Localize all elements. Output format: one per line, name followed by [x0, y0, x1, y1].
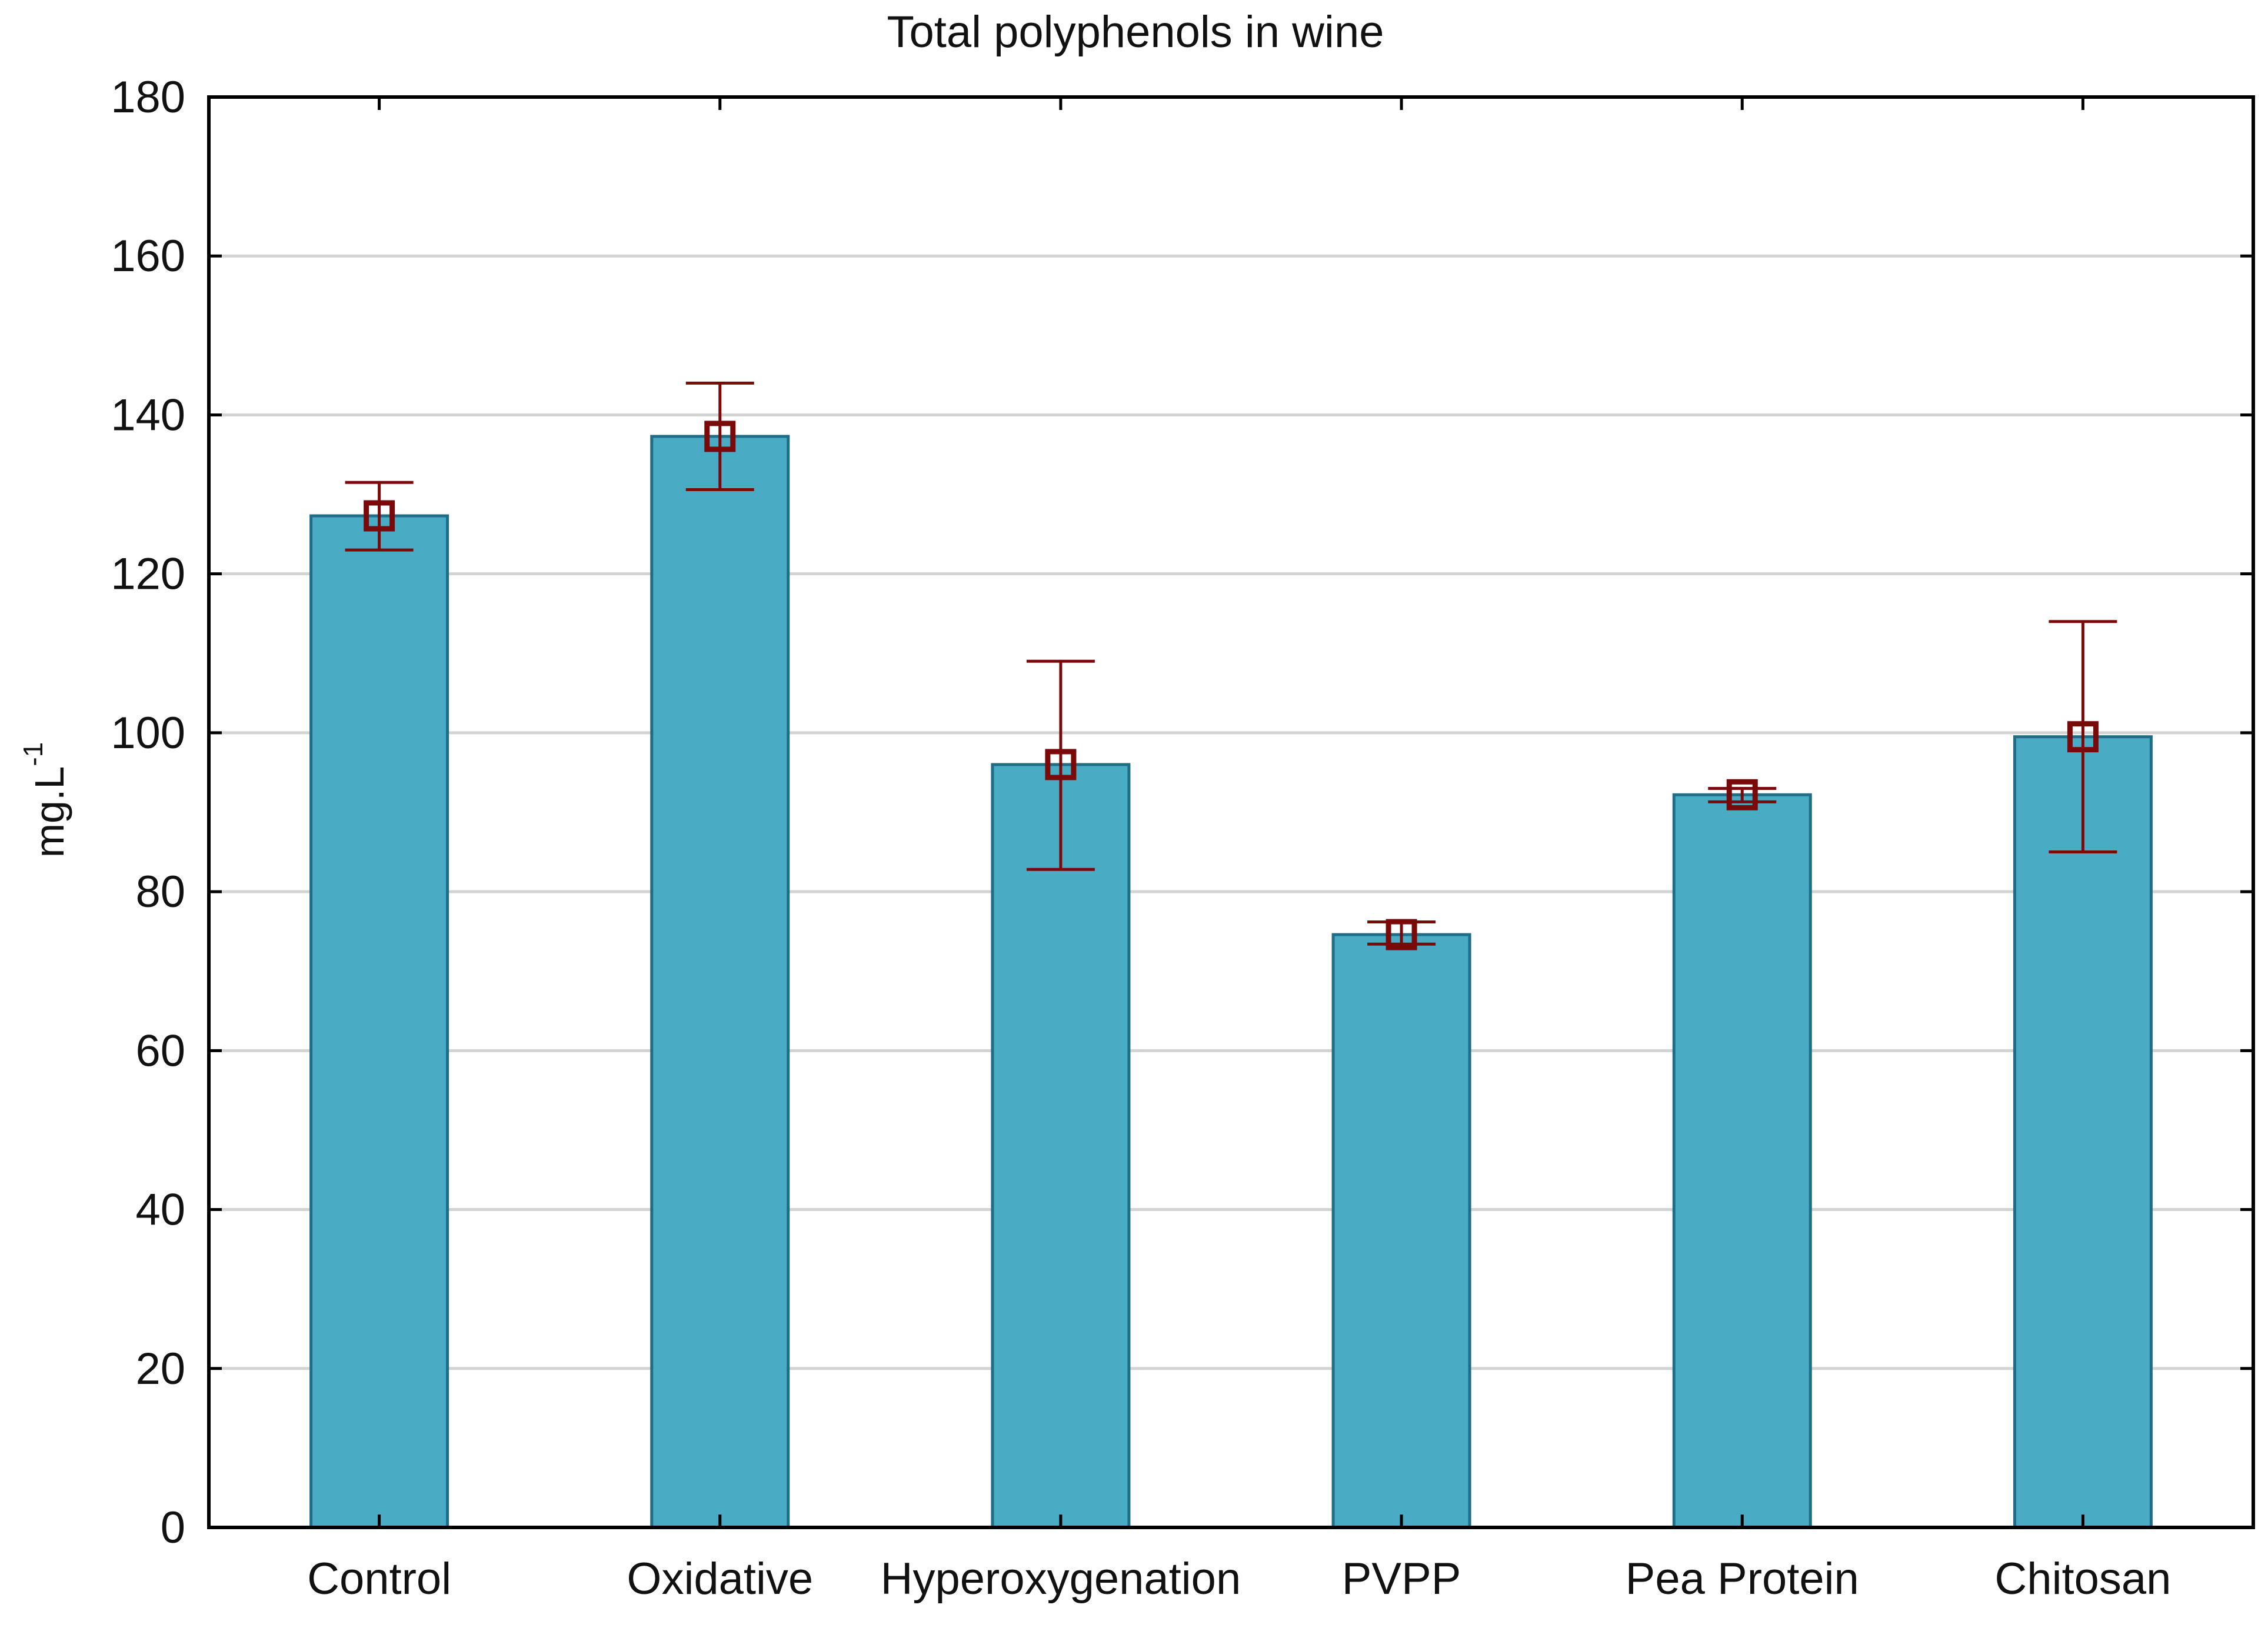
bar-chitosan	[2013, 735, 2153, 1529]
bar-pvpp	[1331, 933, 1471, 1529]
y-tick-label: 0	[161, 1503, 185, 1553]
x-tick-label: Control	[307, 1554, 451, 1604]
y-tick-label: 160	[111, 231, 185, 281]
y-tick-labels: 0 20 40 60 80 100 120 140 160 180	[111, 72, 185, 1553]
y-tick-label: 140	[111, 390, 185, 440]
mean-marker	[1386, 919, 1417, 950]
x-tick-label: Pea Protein	[1626, 1554, 1859, 1604]
bar-oxidative	[650, 435, 790, 1529]
y-tick-label: 100	[111, 708, 185, 758]
x-tick-label: Hyperoxygenation	[881, 1554, 1241, 1604]
y-tick-label: 80	[135, 867, 185, 917]
mean-marker	[1045, 749, 1077, 780]
bar-pea-protein	[1672, 793, 1812, 1529]
y-tick-label: 180	[111, 72, 185, 122]
chart-title: Total polyphenols in wine	[887, 7, 1384, 57]
y-tick-label: 20	[135, 1344, 185, 1394]
mean-marker	[704, 421, 736, 452]
plot-frame	[207, 95, 2255, 1529]
y-tick-label: 60	[135, 1026, 185, 1076]
x-tick-labels: Control Oxidative Hyperoxygenation PVPP Pea …	[307, 1554, 2171, 1604]
bars	[309, 435, 2153, 1529]
x-tick-label: Oxidative	[627, 1554, 813, 1604]
bar-hyperoxygenation	[991, 763, 1131, 1529]
y-tick-label: 120	[111, 549, 185, 599]
y-tick-label: 40	[135, 1185, 185, 1235]
gridlines	[209, 254, 2253, 1370]
mean-marker	[1726, 779, 1758, 810]
y-axis-label: mg.L-1	[18, 742, 72, 858]
x-tick-label: Chitosan	[1994, 1554, 2171, 1604]
error-bars	[345, 381, 2117, 950]
bar-control	[309, 514, 449, 1529]
axes	[207, 95, 2255, 1529]
y-axis-label-base: mg.L	[26, 766, 72, 858]
y-axis-label-superscript: -1	[18, 742, 48, 766]
mean-marker	[364, 500, 395, 532]
mean-marker	[2067, 721, 2099, 753]
x-tick-label: PVPP	[1342, 1554, 1461, 1604]
